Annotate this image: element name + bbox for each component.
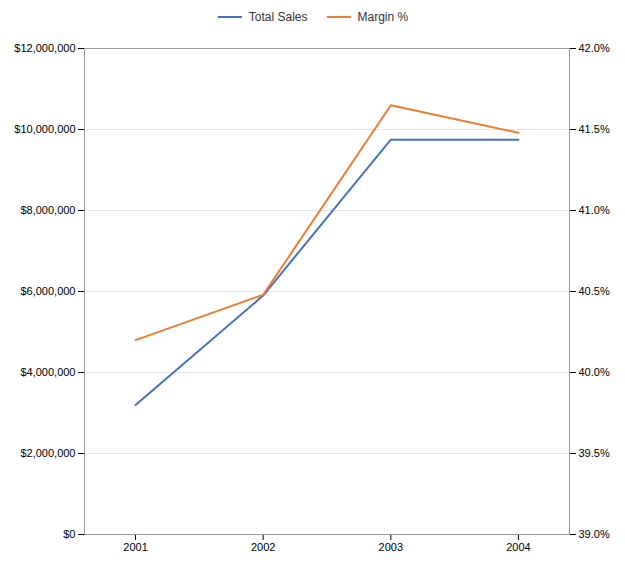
svg-text:$0: $0 xyxy=(63,528,75,540)
svg-text:$4,000,000: $4,000,000 xyxy=(20,366,75,378)
svg-text:$10,000,000: $10,000,000 xyxy=(14,123,75,135)
svg-text:41.0%: 41.0% xyxy=(579,204,610,216)
svg-text:39.0%: 39.0% xyxy=(579,528,610,540)
svg-text:41.5%: 41.5% xyxy=(579,123,610,135)
svg-text:$6,000,000: $6,000,000 xyxy=(20,285,75,297)
svg-text:2003: 2003 xyxy=(379,541,403,553)
html-text:Margin %: Margin % xyxy=(357,10,409,24)
html-text:Total Sales: Total Sales xyxy=(248,10,308,24)
svg-text:2004: 2004 xyxy=(506,541,530,553)
svg-text:40.5%: 40.5% xyxy=(579,285,610,297)
svg-text:$12,000,000: $12,000,000 xyxy=(14,42,75,54)
svg-text:2002: 2002 xyxy=(251,541,275,553)
svg-text:42.0%: 42.0% xyxy=(579,42,610,54)
svg-text:$8,000,000: $8,000,000 xyxy=(20,204,75,216)
svg-text:$2,000,000: $2,000,000 xyxy=(20,447,75,459)
svg-text:2001: 2001 xyxy=(123,541,147,553)
svg-text:40.0%: 40.0% xyxy=(579,366,610,378)
svg-text:39.5%: 39.5% xyxy=(579,447,610,459)
